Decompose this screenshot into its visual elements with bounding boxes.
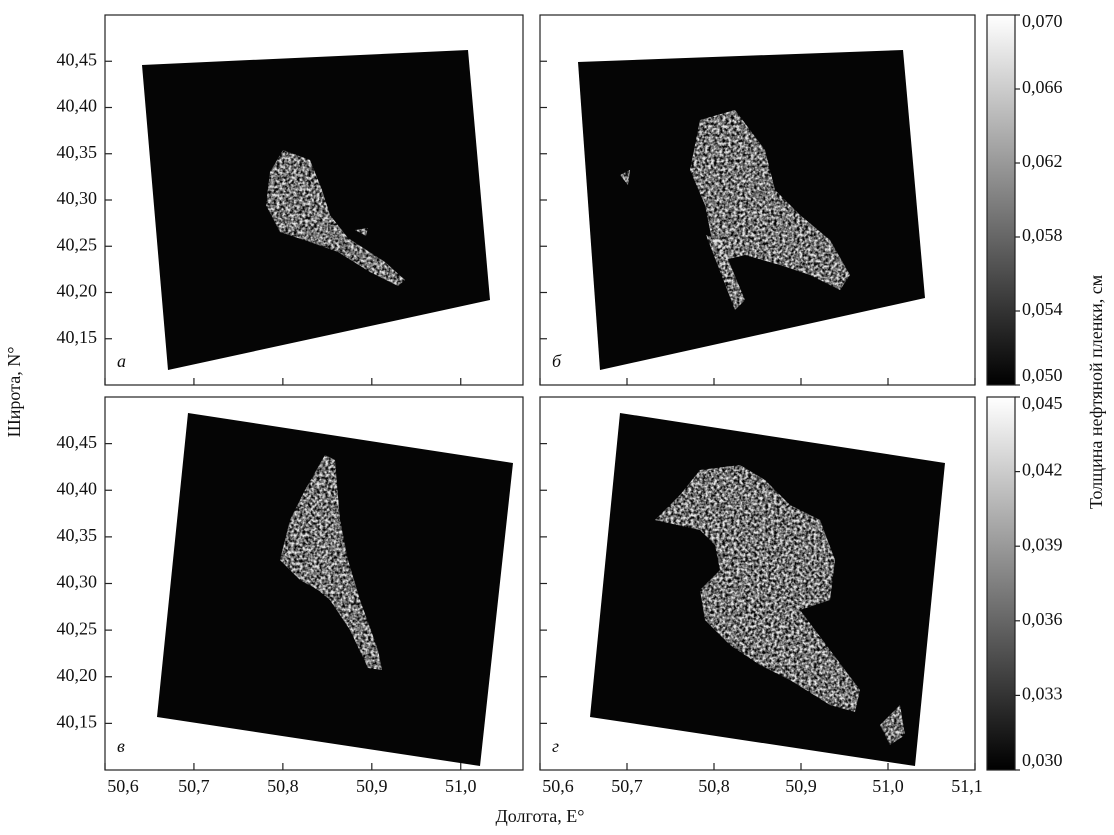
x-tick-label: 51,1 xyxy=(951,776,983,796)
y-tick-label: 40,40 xyxy=(57,478,98,498)
x-tick-label: 50,9 xyxy=(356,776,388,796)
colorbar-tick-label: 0,066 xyxy=(1022,77,1063,97)
oil-slick xyxy=(355,228,368,236)
colorbar-tick-label: 0,036 xyxy=(1022,609,1063,629)
oil-slick xyxy=(280,455,382,670)
colorbar-tick-label: 0,062 xyxy=(1022,151,1063,171)
oil-slick xyxy=(690,110,850,290)
colorbar-tick-label: 0,042 xyxy=(1022,460,1063,480)
colorbar-tick-label: 0,050 xyxy=(1022,365,1063,385)
y-tick-label: 40,25 xyxy=(57,234,98,254)
colorbar xyxy=(986,396,1016,771)
y-tick-label: 40,40 xyxy=(57,96,98,116)
colorbar-tick-label: 0,058 xyxy=(1022,225,1063,245)
x-tick-label: 51,0 xyxy=(872,776,904,796)
y-tick-label: 40,20 xyxy=(57,665,98,685)
oil-slick xyxy=(706,235,745,310)
x-tick-label: 50,6 xyxy=(107,776,139,796)
x-tick-label: 50,6 xyxy=(542,776,574,796)
x-tick-label: 50,7 xyxy=(611,776,643,796)
oil-slick xyxy=(266,150,405,286)
y-tick-label: 40,30 xyxy=(57,188,98,208)
y-tick-label: 40,35 xyxy=(57,525,98,545)
y-tick-label: 40,20 xyxy=(57,281,98,301)
panel-label: б xyxy=(552,351,562,371)
y-tick-label: 40,45 xyxy=(57,49,98,69)
y-tick-label: 40,35 xyxy=(57,142,98,162)
colorbar-tick-label: 0,070 xyxy=(1022,11,1063,31)
x-tick-label: 50,8 xyxy=(267,776,299,796)
oil-slick xyxy=(620,170,630,185)
x-tick-label: 50,7 xyxy=(178,776,210,796)
panel-label: в xyxy=(117,736,125,756)
y-tick-label: 40,15 xyxy=(57,327,98,347)
y-tick-label: 40,45 xyxy=(57,432,98,452)
x-axis-label: Долгота, E° xyxy=(496,806,585,826)
y-tick-label: 40,25 xyxy=(57,618,98,638)
colorbar-tick-label: 0,054 xyxy=(1022,299,1063,319)
y-axis-label: Широта, N° xyxy=(4,347,24,438)
x-tick-label: 51,0 xyxy=(445,776,477,796)
colorbar-tick-label: 0,045 xyxy=(1022,393,1063,413)
oil-slick xyxy=(655,465,860,712)
oil-slick xyxy=(880,705,905,745)
colorbar-tick-label: 0,030 xyxy=(1022,750,1063,770)
colorbar-tick-label: 0,033 xyxy=(1022,684,1063,704)
colorbar-tick-label: 0,039 xyxy=(1022,534,1063,554)
panel-label: г xyxy=(552,736,559,756)
colorbar xyxy=(986,14,1016,386)
y-tick-label: 40,30 xyxy=(57,572,98,592)
colorbar-label: Толщина нефтяной пленки, см xyxy=(1086,275,1106,509)
x-tick-label: 50,9 xyxy=(785,776,817,796)
y-tick-label: 40,15 xyxy=(57,712,98,732)
panel-label: а xyxy=(117,351,126,371)
x-tick-label: 50,8 xyxy=(698,776,730,796)
